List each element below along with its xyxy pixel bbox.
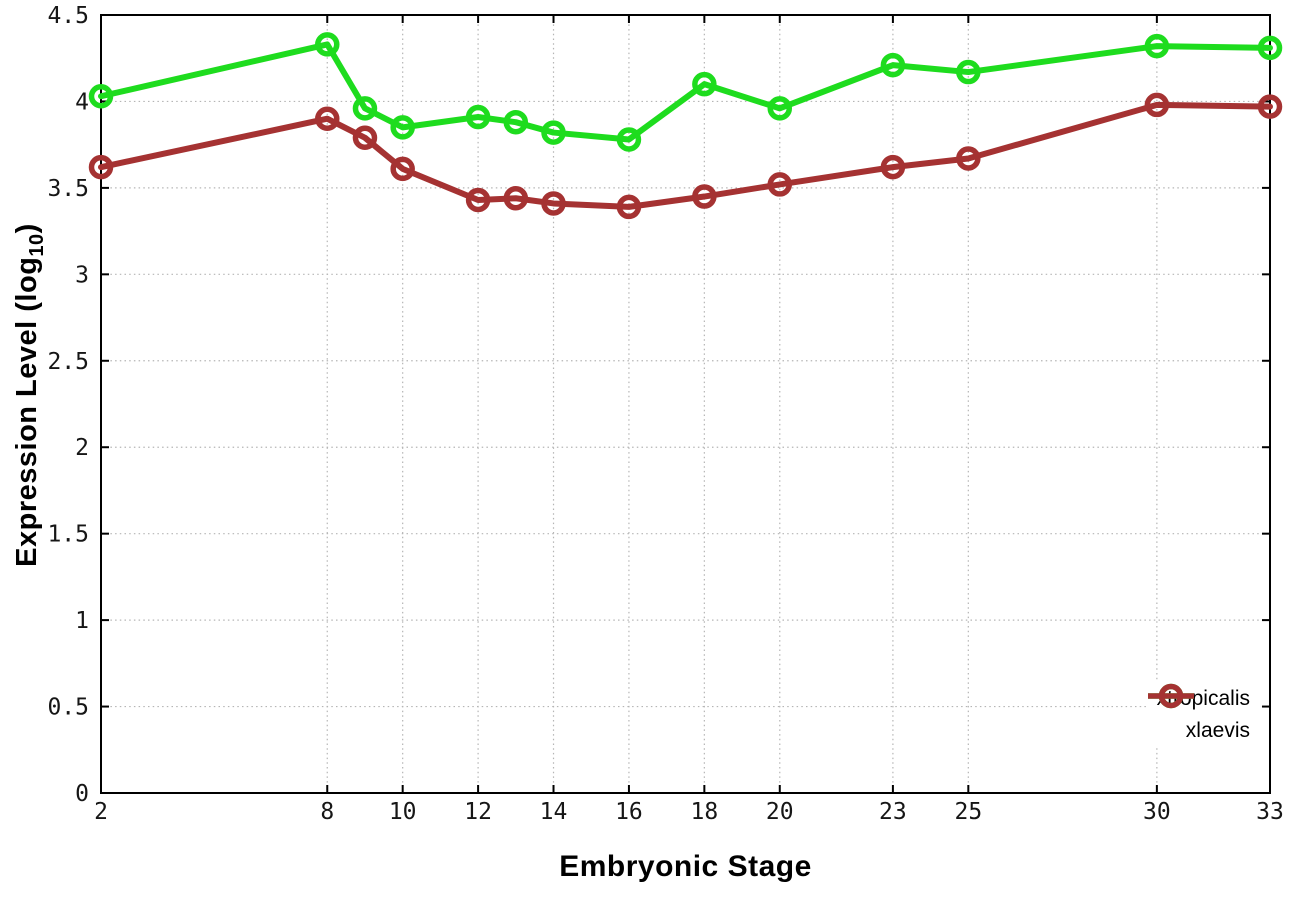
- x-tick-label: 33: [1256, 799, 1284, 825]
- y-axis-title-subscript: 10: [25, 233, 48, 257]
- data-point-xlaevis: [692, 184, 717, 209]
- y-tick-label: 3.5: [47, 176, 89, 202]
- y-axis-title: Expression Level (log10): [11, 223, 49, 567]
- x-tick-label: 25: [954, 799, 982, 825]
- data-point-xtropicalis: [503, 109, 529, 135]
- x-tick-label: 20: [766, 799, 794, 825]
- data-point-xlaevis: [880, 154, 906, 180]
- x-tick-label: 30: [1143, 799, 1171, 825]
- x-axis-title: Embryonic Stage: [559, 850, 812, 883]
- y-tick-label: 0.5: [47, 695, 89, 721]
- x-tick-label: 2: [94, 799, 108, 825]
- y-tick-label: 3: [75, 262, 89, 288]
- x-tick-label: 14: [540, 799, 568, 825]
- data-point-xlaevis: [315, 106, 340, 131]
- x-tick-label: 23: [879, 799, 907, 825]
- legend-entry-xlaevis: xlaevis: [1147, 683, 1260, 746]
- data-point-xtropicalis: [1257, 35, 1283, 61]
- y-axis-title-close: ): [11, 223, 44, 234]
- x-tick-label: 10: [389, 799, 417, 825]
- data-point-xtropicalis: [352, 96, 378, 121]
- data-point-xlaevis: [390, 156, 415, 182]
- data-point-xtropicalis: [315, 32, 340, 57]
- data-point-xlaevis: [616, 194, 642, 220]
- y-tick-label: 1.5: [47, 522, 89, 548]
- plot-border: [100, 14, 1271, 794]
- data-point-xtropicalis: [880, 52, 906, 78]
- data-point-xtropicalis: [692, 71, 717, 97]
- x-tick-label: 16: [615, 799, 643, 825]
- y-tick-label: 4.5: [47, 3, 89, 29]
- data-point-xlaevis: [352, 125, 378, 151]
- data-point-xlaevis: [1257, 94, 1283, 119]
- data-point-xtropicalis: [1144, 33, 1170, 59]
- y-tick-label: 0: [75, 781, 89, 807]
- data-point-xtropicalis: [541, 120, 566, 145]
- y-axis-title-text: Expression Level (log: [11, 256, 44, 567]
- data-point-xlaevis: [503, 186, 529, 211]
- series-line-xlaevis: [98, 101, 1273, 210]
- y-tick-label: 1: [75, 608, 89, 634]
- y-tick-label: 2: [75, 435, 89, 461]
- y-tick-label: 2.5: [47, 349, 89, 375]
- y-tick-label: 4: [75, 89, 89, 115]
- data-point-xlaevis: [956, 146, 981, 171]
- legend-label-xlaevis: xlaevis: [1185, 719, 1250, 742]
- data-point-xtropicalis: [390, 115, 415, 140]
- data-point-xlaevis: [465, 187, 491, 213]
- data-point-xtropicalis: [956, 59, 981, 85]
- data-point-xtropicalis: [465, 104, 491, 130]
- data-point-xlaevis: [767, 172, 793, 197]
- data-point-xlaevis: [88, 154, 114, 180]
- x-tick-label: 18: [691, 799, 719, 825]
- x-tick-label: 12: [464, 799, 492, 825]
- data-point-xlaevis: [541, 191, 566, 216]
- data-point-xtropicalis: [767, 96, 793, 121]
- data-point-xtropicalis: [88, 84, 114, 109]
- data-point-xtropicalis: [616, 127, 642, 152]
- x-tick-label: 8: [320, 799, 334, 825]
- data-point-xlaevis: [1144, 92, 1170, 118]
- legend: xtropicalis xlaevis: [1146, 682, 1260, 748]
- legend-marker-xlaevis-icon: [1147, 683, 1194, 709]
